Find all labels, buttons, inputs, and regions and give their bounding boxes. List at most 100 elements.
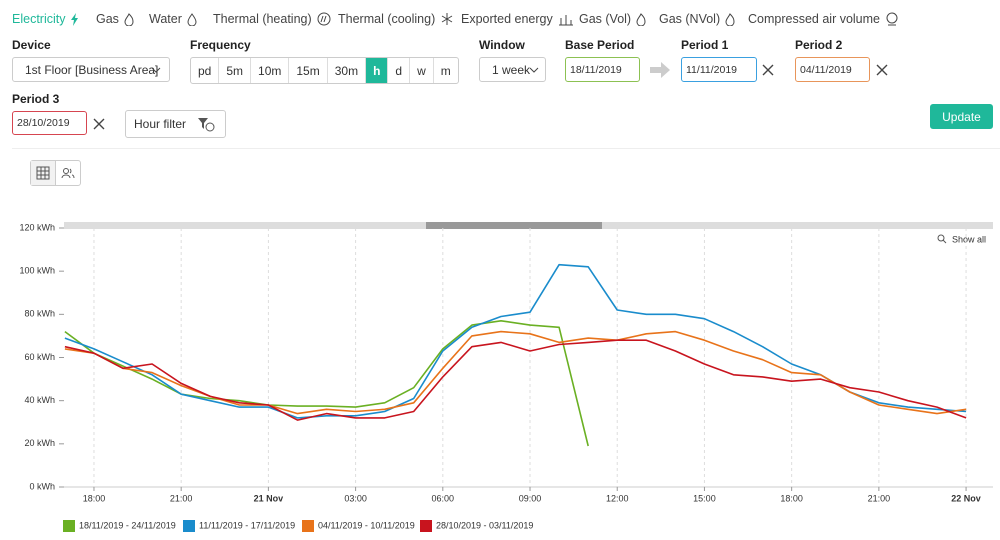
label: Period 2 <box>795 38 843 52</box>
icon <box>442 13 453 25</box>
legend-item[interactable]: 28/10/2019 - 03/11/2019 <box>420 520 533 532</box>
x-tick-label: 03:00 <box>344 493 367 503</box>
frequency-button[interactable]: h <box>366 58 389 83</box>
x-tick-label: 21:00 <box>170 493 193 503</box>
label: Base Period <box>565 38 635 52</box>
frequency-button[interactable]: 30m <box>328 58 367 83</box>
icon <box>558 15 573 26</box>
label: Period 1 <box>681 38 729 52</box>
view-toggle <box>30 160 81 186</box>
navigator-handle[interactable] <box>426 222 602 229</box>
tab[interactable]: Gas (Vol) <box>579 12 646 26</box>
frequency-group: pd 5m 10m 15m 30m h d w m <box>190 57 459 84</box>
button-label: Update <box>942 109 981 124</box>
series-line <box>64 263 967 419</box>
clear-button[interactable] <box>93 118 105 130</box>
legend-swatch <box>420 520 432 532</box>
show-all-button[interactable]: Show all <box>937 234 986 244</box>
series-line <box>64 330 967 415</box>
tab[interactable]: Thermal (heating) <box>213 12 331 26</box>
hour-filter-button[interactable]: Hour filter <box>125 110 226 138</box>
date-value: 11/11/2019 <box>686 63 737 76</box>
dropdown-value: 1 week <box>492 62 531 77</box>
tab[interactable]: Gas (NVol) <box>659 12 735 26</box>
y-tick-label: 20 kWh <box>24 438 55 448</box>
tab-label: Gas <box>96 12 119 26</box>
icon <box>529 67 539 73</box>
frequency-button[interactable]: d <box>388 58 411 83</box>
legend-swatch <box>302 520 314 532</box>
window-dropdown[interactable]: 1 week <box>479 57 546 82</box>
icon <box>124 12 134 26</box>
x-tick-label: 15:00 <box>693 493 716 503</box>
legend-item[interactable]: 04/11/2019 - 10/11/2019 <box>302 520 415 532</box>
chart: Show all 0 kWh 20 kWh 40 kWh 60 kWh 80 kWh 10… <box>19 222 993 532</box>
icon <box>317 12 331 26</box>
tab[interactable]: Water <box>149 12 197 26</box>
y-tick-label: 60 kWh <box>24 352 55 362</box>
frequency-button[interactable]: 15m <box>289 58 328 83</box>
series-line <box>64 320 589 447</box>
button-label: Hour filter <box>134 117 187 131</box>
tab[interactable]: Gas <box>96 12 134 26</box>
series-line <box>64 339 967 421</box>
separator <box>12 148 1000 149</box>
label: Window <box>479 38 525 52</box>
update-button[interactable]: Update <box>930 104 993 129</box>
icon <box>71 12 79 26</box>
icon <box>725 12 735 26</box>
device-dropdown[interactable]: 1st Floor [Business Area] <box>12 57 170 82</box>
legend-swatch <box>183 520 195 532</box>
tab-label: Thermal (cooling) <box>338 12 436 26</box>
x-tick-label: 18:00 <box>83 493 106 503</box>
tab-label: Compressed air volume <box>748 12 880 26</box>
x-tick-label: 18:00 <box>780 493 803 503</box>
show-all-label: Show all <box>952 234 986 244</box>
date-value: 04/11/2019 <box>800 63 852 76</box>
icon <box>187 12 197 26</box>
icon <box>636 12 646 26</box>
x-tick-label: 22 Nov <box>951 493 981 503</box>
frequency-button[interactable]: w <box>410 58 434 83</box>
frequency-button[interactable]: pd <box>191 58 220 83</box>
icon <box>886 12 898 26</box>
dropdown-value: 1st Floor [Business Area] <box>25 62 159 77</box>
date-input[interactable]: 11/11/2019 <box>681 57 757 82</box>
date-input[interactable]: 18/11/2019 <box>565 57 640 82</box>
legend-label: 04/11/2019 - 10/11/2019 <box>318 520 415 530</box>
tab[interactable]: Thermal (cooling) <box>338 12 454 26</box>
icon <box>61 168 75 179</box>
clear-button[interactable] <box>762 64 774 76</box>
table-view-button[interactable] <box>31 161 56 185</box>
x-tick-label: 06:00 <box>432 493 455 503</box>
x-tick-label: 12:00 <box>606 493 629 503</box>
frequency-button[interactable]: 5m <box>219 58 252 83</box>
compare-view-button[interactable] <box>56 161 80 185</box>
tab[interactable]: Exported energy <box>461 12 574 26</box>
clear-button[interactable] <box>876 64 888 76</box>
tab-label: Exported energy <box>461 12 553 26</box>
label: Device <box>12 38 51 52</box>
y-tick-label: 120 kWh <box>19 222 55 232</box>
tab[interactable]: Compressed air volume <box>748 12 899 26</box>
tab[interactable]: Electricity <box>12 12 79 26</box>
y-tick-label: 100 kWh <box>19 266 55 276</box>
frequency-button[interactable]: 10m <box>251 58 290 83</box>
tab-label: Gas (Vol) <box>579 12 632 26</box>
tab-label: Electricity <box>12 12 66 26</box>
date-input[interactable]: 28/10/2019 <box>12 111 87 135</box>
legend-item[interactable]: 18/11/2019 - 24/11/2019 <box>63 520 176 532</box>
x-tick-label: 21:00 <box>868 493 891 503</box>
legend-label: 11/11/2019 - 17/11/2019 <box>199 520 295 530</box>
y-tick-label: 0 kWh <box>29 481 55 491</box>
y-tick-label: 80 kWh <box>24 309 55 319</box>
frequency-button[interactable]: m <box>440 63 451 78</box>
legend-label: 28/10/2019 - 03/11/2019 <box>436 520 533 530</box>
tab-label: Thermal (heating) <box>213 12 312 26</box>
date-input[interactable]: 04/11/2019 <box>795 57 870 82</box>
date-value: 28/10/2019 <box>17 117 70 129</box>
date-value: 18/11/2019 <box>570 63 622 76</box>
arrow-icon <box>650 62 670 78</box>
legend-item[interactable]: 11/11/2019 - 17/11/2019 <box>183 520 295 532</box>
